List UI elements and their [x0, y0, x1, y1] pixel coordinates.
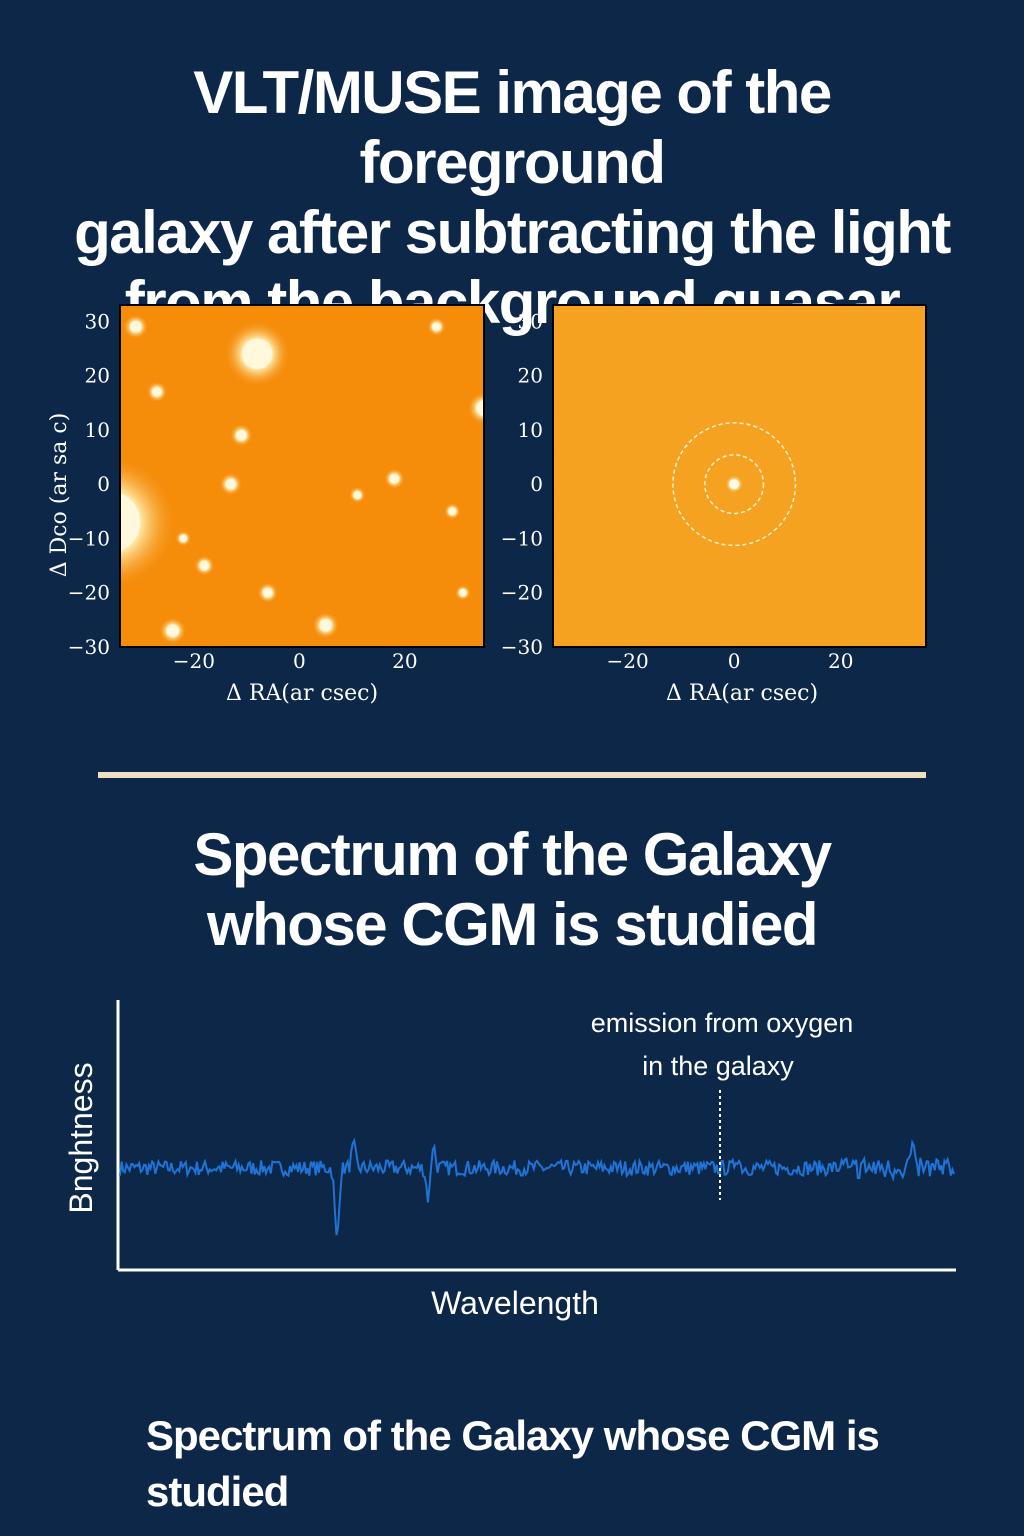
star-source [389, 473, 400, 484]
x-tick-label: 0 [728, 649, 741, 673]
y-tick-label: −20 [68, 581, 110, 605]
x-tick-label: 0 [293, 649, 306, 673]
left-y-axis-label: Δ Dco (ar sa c) [47, 413, 72, 578]
main-title-line-2: galaxy after subtracting the light [74, 199, 951, 266]
y-tick-label: 10 [85, 418, 110, 442]
star-source [130, 321, 142, 333]
star-source [236, 430, 247, 441]
star-source [353, 491, 362, 499]
right-image-panel: 30 20 10 0 −10 −20 −30 −20 0 20 Δ RA(ar csec) [501, 304, 927, 706]
y-tick-label: −10 [501, 526, 543, 550]
y-tick-label: 20 [518, 364, 543, 388]
spectrum-title: Spectrum of the Galaxy whose CGM is stud… [40, 820, 984, 960]
left-x-axis-label: Δ RA(ar csec) [226, 681, 378, 706]
section-divider [98, 772, 926, 778]
y-tick-label: 20 [85, 364, 110, 388]
x-tick-label: 20 [828, 649, 853, 673]
star-source [432, 322, 441, 331]
spectrum-chart: emission from oxygen in the galaxy Wavel… [63, 1000, 956, 1321]
right-x-axis-label: Δ RA(ar csec) [666, 681, 818, 706]
star-source [166, 624, 179, 637]
star-source [225, 478, 237, 490]
spectrum-x-axis-label: Wavelength [431, 1285, 599, 1321]
spectrum-series-line [119, 1137, 955, 1236]
star-source [319, 619, 332, 632]
right-panel-overlay [672, 422, 797, 547]
star-source [120, 493, 141, 552]
y-tick-label: 0 [530, 472, 543, 496]
left-panel-frame [119, 304, 485, 648]
star-source [199, 560, 210, 571]
y-tick-label: 30 [85, 309, 110, 333]
oxygen-annotation-line-2: in the galaxy [642, 1051, 794, 1081]
y-tick-label: −30 [501, 635, 543, 659]
left-y-tick-labels: 30 20 10 0 −10 −20 −30 [68, 309, 110, 659]
spectrum-title-line-2: whose CGM is studied [206, 891, 819, 958]
y-tick-label: −10 [68, 526, 110, 550]
left-panel-background [119, 304, 485, 648]
y-tick-label: −20 [501, 581, 543, 605]
oxygen-annotation-line-1: emission from oxygen [591, 1008, 854, 1038]
left-panel-sources [120, 314, 484, 645]
star-source [448, 507, 457, 516]
y-tick-label: −30 [68, 635, 110, 659]
x-tick-label: −20 [606, 649, 648, 673]
x-tick-label: −20 [173, 649, 215, 673]
y-tick-label: 10 [518, 418, 543, 442]
star-source-halo [120, 454, 179, 590]
central-source [729, 479, 740, 490]
star-source [152, 387, 162, 397]
spectrum-y-axis-label: Bnghtness [63, 1062, 99, 1213]
footer-caption: Spectrum of the Galaxy whose CGM is stud… [146, 1412, 880, 1515]
y-tick-label: 30 [518, 309, 543, 333]
right-panel-frame [552, 304, 927, 648]
aperture-circle [672, 422, 797, 547]
right-y-tick-labels: 30 20 10 0 −10 −20 −30 [501, 309, 543, 659]
star-source [459, 589, 467, 597]
star-source [179, 534, 187, 543]
star-source [241, 338, 273, 370]
star-source [262, 587, 273, 598]
main-title-line-1: VLT/MUSE image of the foreground [193, 59, 832, 196]
aperture-circle [704, 454, 765, 515]
star-source-halo [467, 391, 484, 426]
left-x-tick-labels: −20 0 20 [173, 649, 418, 673]
star-source [476, 400, 484, 416]
right-x-tick-labels: −20 0 20 [606, 649, 853, 673]
x-tick-label: 20 [392, 649, 417, 673]
y-tick-label: 0 [97, 472, 110, 496]
spectrum-title-line-1: Spectrum of the Galaxy [193, 821, 832, 888]
left-image-panel: 30 20 10 0 −10 −20 −30 −20 0 20 Δ RA(ar csec) Δ … [47, 304, 485, 706]
